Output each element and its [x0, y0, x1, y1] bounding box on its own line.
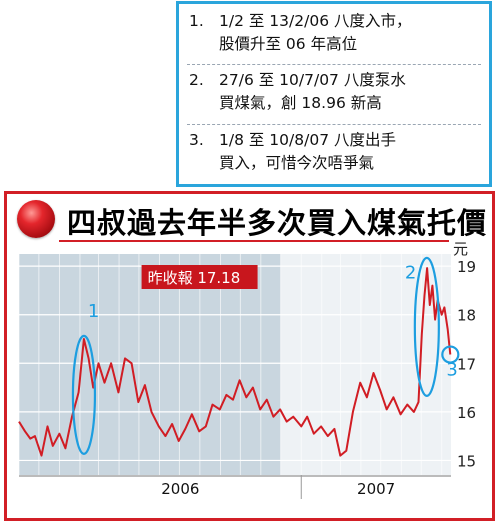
note-line: 1/8 至 10/8/07 八度出手 [219, 131, 396, 149]
y-tick-label: 18 [457, 307, 476, 325]
chart-title: 四叔過去年半多次買入煤氣托價 [67, 206, 488, 240]
note-line: 買煤氣，創 18.96 新高 [219, 94, 382, 112]
note-number: 3. [189, 131, 204, 149]
price-line [18, 267, 452, 457]
y-tick-label: 19 [457, 258, 476, 276]
note-separator [187, 64, 481, 65]
y-tick-label: 15 [457, 452, 476, 470]
note-separator [187, 124, 481, 125]
price-chart: 15 16 17 18 19 2006 2007 昨收報 17.18 1 2 3 [18, 254, 476, 499]
note-line: 1/2 至 13/2/06 八度入市， [219, 12, 412, 30]
notes-box: 1. 1/2 至 13/2/06 八度入市， 股價升至 06 年高位 2. 27… [176, 1, 492, 187]
marker-label: 1 [88, 301, 99, 322]
note-number: 2. [189, 71, 204, 89]
red-ball-icon [17, 200, 55, 238]
marker-label: 2 [405, 262, 416, 283]
last-close-callout [141, 265, 258, 289]
y-axis-unit: 元 [453, 240, 469, 258]
y-tick-label: 16 [457, 404, 476, 422]
last-close-label: 昨收報 17.18 [148, 269, 241, 287]
note-line: 股價升至 06 年高位 [219, 35, 358, 53]
marker-ellipse [413, 256, 440, 397]
note-line: 27/6 至 10/7/07 八度泵水 [219, 71, 406, 89]
chart-panel: 四叔過去年半多次買入煤氣托價 元 15 16 17 18 19 2006 2007 昨收報 1… [4, 191, 495, 521]
x-tick-label: 2007 [357, 480, 395, 498]
marker-circle [441, 345, 460, 364]
x-axis-band [19, 475, 451, 499]
shaded-period [19, 254, 281, 475]
title-underline [59, 240, 449, 242]
marker-ellipse [71, 334, 97, 455]
note-line: 買入，可惜今次唔爭氣 [219, 154, 375, 172]
x-tick-label: 2006 [161, 480, 199, 498]
y-tick-label: 17 [457, 355, 476, 373]
note-number: 1. [189, 12, 204, 30]
marker-label: 3 [446, 359, 457, 380]
